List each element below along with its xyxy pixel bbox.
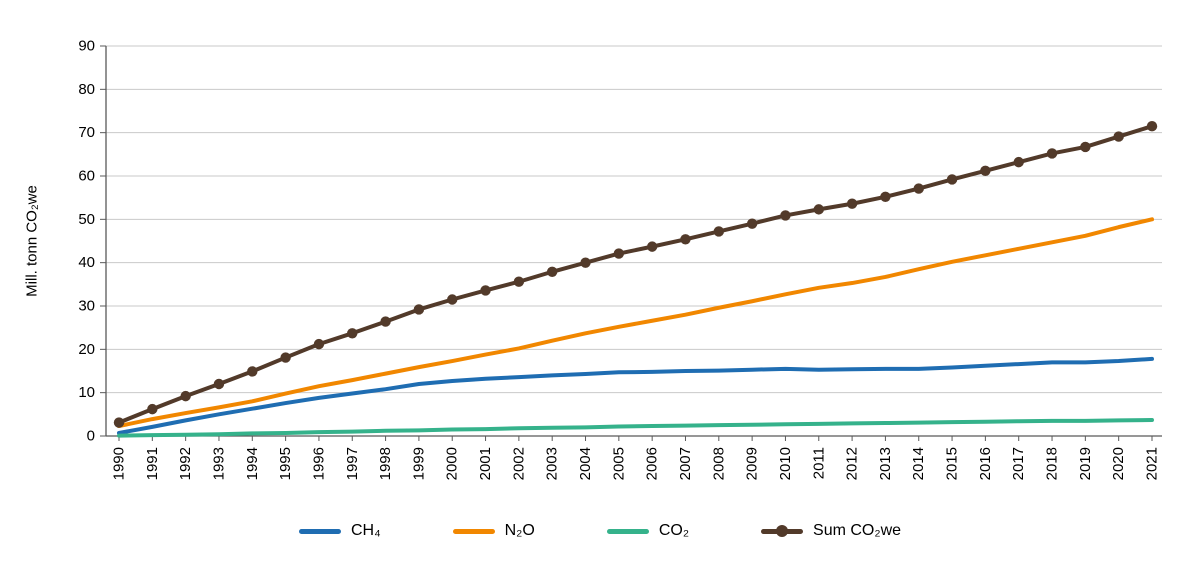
y-tick-label: 40 bbox=[78, 254, 95, 271]
x-tick-label: 1995 bbox=[277, 447, 294, 480]
series-marker bbox=[746, 218, 758, 229]
legend-item-n2o: N₂O bbox=[452, 522, 535, 540]
legend-item-sum-co2we: Sum CO₂we bbox=[761, 522, 901, 540]
series-marker bbox=[1046, 148, 1058, 159]
y-tick-label: 0 bbox=[87, 428, 95, 445]
series-marker bbox=[147, 403, 158, 415]
legend-item-ch4: CH₄ bbox=[298, 522, 381, 540]
series-marker bbox=[680, 234, 691, 245]
legend-label-ch4: CH₄ bbox=[350, 522, 381, 539]
series-line-0 bbox=[117, 356, 1154, 435]
series-marker bbox=[447, 294, 458, 305]
series-marker bbox=[280, 352, 291, 363]
legend-label-n2o: N₂O bbox=[504, 522, 535, 539]
y-tick-label: 80 bbox=[78, 81, 95, 98]
x-tick-label: 1994 bbox=[244, 447, 261, 480]
series-marker bbox=[513, 276, 525, 287]
x-tick-label: 2001 bbox=[477, 447, 494, 480]
series-marker bbox=[980, 165, 991, 176]
series-marker bbox=[880, 191, 891, 202]
legend-swatch-n2o-icon bbox=[452, 528, 495, 534]
x-tick-label: 1998 bbox=[377, 447, 394, 480]
series-marker bbox=[247, 366, 258, 377]
series-marker bbox=[1080, 141, 1091, 153]
x-tick-label: 2018 bbox=[1044, 447, 1061, 480]
x-tick-label: 2008 bbox=[710, 447, 727, 480]
x-tick-label: 2003 bbox=[544, 447, 561, 480]
series-marker bbox=[613, 248, 625, 259]
series-marker bbox=[713, 226, 725, 237]
x-tick-label: 2006 bbox=[644, 447, 661, 480]
legend-marker-dot-icon bbox=[776, 525, 789, 537]
series-marker bbox=[480, 285, 491, 296]
series-marker bbox=[580, 257, 591, 268]
chart-plot-area: 0 10 20 30 40 50 60 70 80 90 1990 1991 1992 1993 1994 1… bbox=[78, 38, 1162, 480]
series-marker bbox=[913, 183, 924, 194]
x-tick-label: 2009 bbox=[744, 447, 761, 480]
y-axis-title: Mill. tonn CO₂we bbox=[23, 185, 41, 297]
series-marker bbox=[780, 210, 791, 221]
y-tick-label: 70 bbox=[78, 124, 95, 141]
y-tick-label: 10 bbox=[78, 384, 95, 401]
y-tick-label: 60 bbox=[78, 168, 95, 185]
x-tick-label: 1992 bbox=[177, 447, 194, 480]
series-marker bbox=[213, 378, 225, 390]
legend-swatch-co2-icon bbox=[606, 528, 649, 534]
x-tick-label: 2021 bbox=[1144, 447, 1161, 480]
x-tick-label: 1991 bbox=[144, 447, 161, 480]
series-line-2 bbox=[117, 417, 1154, 438]
series-marker bbox=[546, 266, 558, 277]
x-tick-label: 1999 bbox=[410, 447, 427, 480]
x-tick-label: 2011 bbox=[810, 447, 827, 479]
series-line-1 bbox=[117, 217, 1154, 429]
x-tick-label: 2016 bbox=[977, 447, 994, 480]
series-marker bbox=[113, 417, 125, 428]
series-marker bbox=[1113, 131, 1124, 142]
chart-legend: CH₄ N₂O CO₂ Sum CO₂we bbox=[0, 515, 1200, 547]
emissions-line-chart: Mill. tonn CO₂we 0 10 20 30 40 50 60 70 80 90 1990… bbox=[0, 38, 1200, 547]
series-line-3 bbox=[117, 124, 1154, 425]
series-marker bbox=[813, 204, 824, 215]
x-tick-label: 2005 bbox=[610, 447, 627, 480]
y-tick-label: 90 bbox=[78, 38, 95, 55]
x-tick-label: 2010 bbox=[777, 447, 794, 480]
y-tick-label: 30 bbox=[78, 298, 95, 315]
series-marker bbox=[1013, 156, 1024, 168]
x-tick-label: 1993 bbox=[210, 447, 227, 480]
x-tick-label: 2004 bbox=[577, 447, 594, 480]
legend-label-co2: CO₂ bbox=[658, 522, 690, 539]
series-marker bbox=[1146, 120, 1158, 132]
x-tick-label: 2007 bbox=[677, 447, 694, 480]
series-marker bbox=[413, 304, 425, 315]
x-tick-label: 2019 bbox=[1077, 447, 1094, 480]
series-marker bbox=[846, 198, 858, 209]
y-tick-label: 20 bbox=[78, 341, 95, 358]
legend-item-co2: CO₂ bbox=[606, 522, 690, 540]
series-marker bbox=[646, 241, 658, 252]
x-tick-label: 1990 bbox=[111, 447, 128, 480]
legend-label-sum-co2we: Sum CO₂we bbox=[813, 522, 902, 539]
x-tick-label: 2000 bbox=[444, 447, 461, 480]
series-marker bbox=[380, 316, 391, 327]
x-tick-label: 2013 bbox=[877, 447, 894, 480]
x-tick-label: 2012 bbox=[844, 447, 861, 480]
x-tick-label: 2020 bbox=[1110, 447, 1127, 480]
series-marker bbox=[347, 328, 358, 339]
x-tick-label: 2015 bbox=[944, 447, 961, 480]
y-tick-label: 50 bbox=[78, 211, 95, 228]
x-tick-label: 2017 bbox=[1010, 447, 1027, 480]
series-marker bbox=[313, 338, 325, 350]
series-marker bbox=[946, 174, 958, 185]
legend-swatch-ch4-icon bbox=[298, 528, 341, 534]
x-tick-label: 1996 bbox=[310, 447, 327, 480]
legend-swatch-sum-co2we-icon bbox=[761, 525, 804, 537]
series-marker bbox=[180, 390, 191, 402]
x-tick-label: 2014 bbox=[910, 447, 927, 480]
x-tick-label: 2002 bbox=[510, 447, 527, 480]
x-tick-label: 1997 bbox=[344, 447, 361, 480]
